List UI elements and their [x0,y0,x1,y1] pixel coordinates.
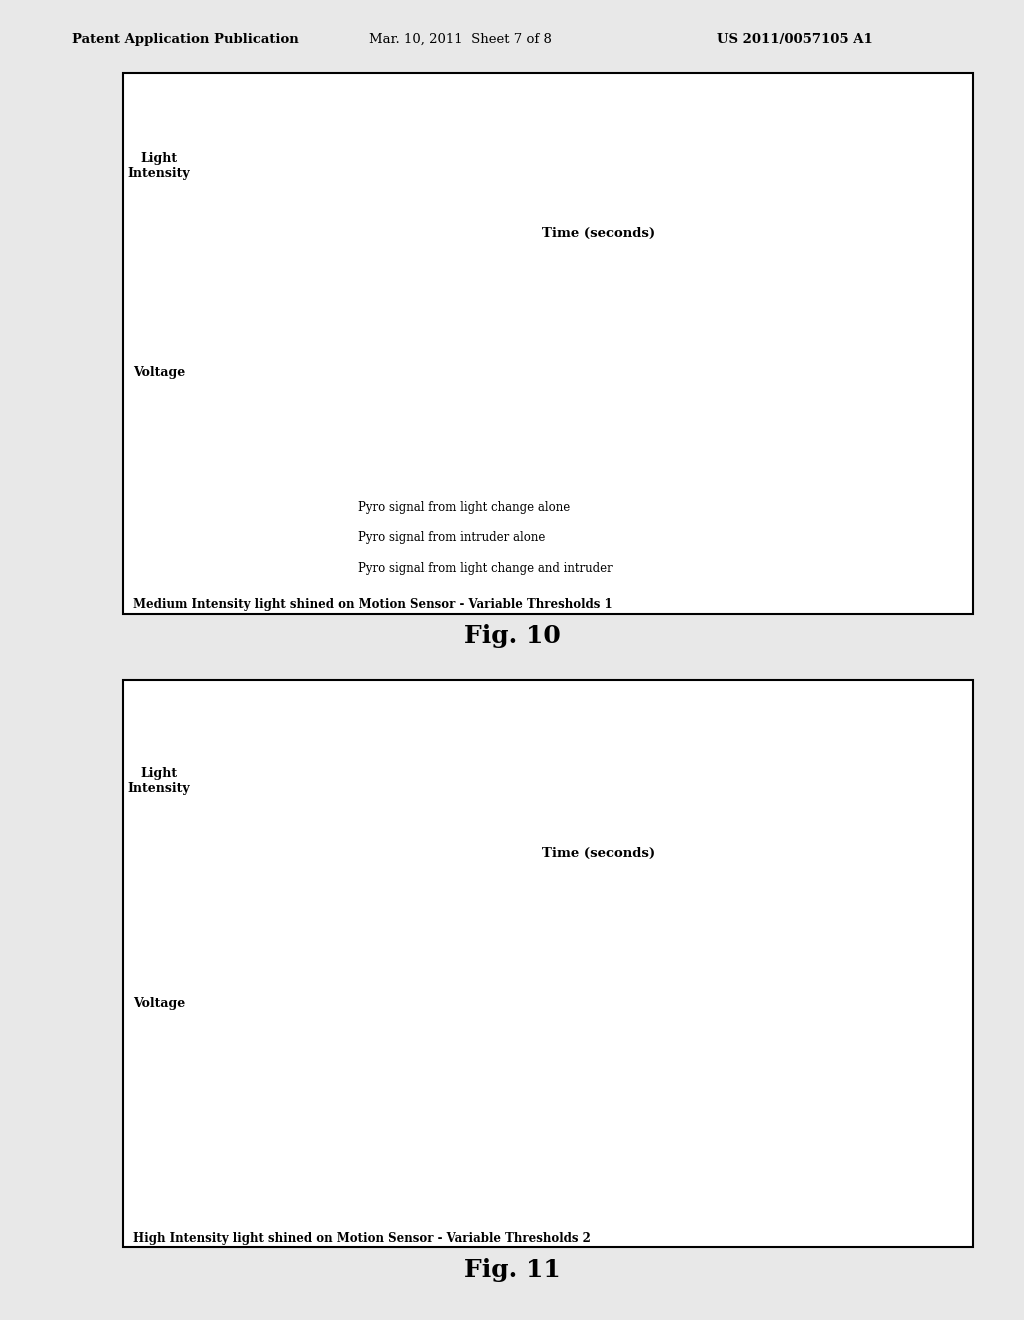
Text: Upper Threshold: Upper Threshold [697,944,799,957]
Text: High intensity light strikes sensor: High intensity light strikes sensor [481,735,697,748]
Text: Medium intensity light strikes sensor: Medium intensity light strikes sensor [481,121,718,135]
Text: Pyro signal from intruder alone: Pyro signal from intruder alone [358,532,546,544]
Text: 1002: 1002 [428,438,456,449]
Text: 1102: 1102 [868,1012,899,1023]
Text: Lower Threshold: Lower Threshold [648,1092,750,1105]
Text: Voltage: Voltage [132,366,185,379]
Text: Voltage: Voltage [132,997,185,1010]
Text: High Intensity light shined on Motion Sensor - Variable Thresholds 2: High Intensity light shined on Motion Se… [133,1232,591,1245]
Text: Baseline: Baseline [281,1094,329,1105]
Text: 1106: 1106 [599,1094,628,1105]
Text: Upper Threshold: Upper Threshold [746,302,848,314]
Text: Light
Intensity: Light Intensity [127,767,190,796]
Text: No Alarm - Threshold increased
following light change: No Alarm - Threshold increased following… [525,894,716,921]
Text: 1003: 1003 [854,358,885,368]
Text: Patent Application Publication: Patent Application Publication [72,33,298,46]
Text: 1001: 1001 [354,329,383,338]
Text: Fig. 10: Fig. 10 [464,624,560,648]
Text: Pyro signal from light change and intruder: Pyro signal from light change and intrud… [358,562,613,574]
Text: Pyro signal from light change alone: Pyro signal from light change alone [358,502,570,513]
Text: 1004: 1004 [687,304,716,314]
Text: Fig. 11: Fig. 11 [464,1258,560,1282]
Text: Time (seconds): Time (seconds) [543,227,655,240]
Text: Mar. 10, 2011  Sheet 7 of 8: Mar. 10, 2011 Sheet 7 of 8 [369,33,552,46]
Text: Lower Threshold: Lower Threshold [574,449,676,462]
Text: 1104: 1104 [638,946,667,957]
Text: Alarm - Signal
exceeds threshold: Alarm - Signal exceeds threshold [638,269,746,298]
Text: Medium Intensity light shined on Motion Sensor - Variable Thresholds 1: Medium Intensity light shined on Motion … [133,598,612,611]
Text: Light
Intensity: Light Intensity [127,152,190,181]
Text: Time (seconds): Time (seconds) [543,847,655,861]
Text: US 2011/0057105 A1: US 2011/0057105 A1 [717,33,872,46]
Text: Pyro: Pyro [281,1110,306,1121]
Text: Signal: Signal [281,1123,316,1134]
